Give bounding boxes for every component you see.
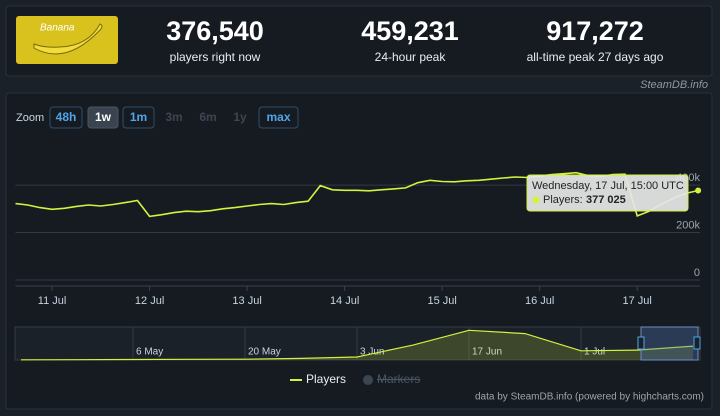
x-tick-label: 12 Jul (135, 295, 164, 307)
navigator-label: 3 Jun (360, 347, 384, 358)
zoom-button-label[interactable]: 48h (56, 110, 77, 124)
navigator-label: 20 May (248, 347, 281, 358)
stat-label: players right now (170, 50, 261, 64)
zoom-button-label: 6m (199, 110, 216, 124)
legend-item[interactable]: Players (306, 372, 346, 386)
zoom-label: Zoom (16, 112, 44, 124)
zoom-button-label[interactable]: 1m (130, 110, 147, 124)
zoom-button-label[interactable]: 1w (95, 110, 112, 124)
navigator-line (20, 329, 694, 361)
navigator-label: 17 Jun (472, 347, 502, 358)
x-tick-label: 17 Jul (623, 295, 652, 307)
stat-label: 24-hour peak (375, 50, 447, 64)
tooltip-value: 377 025 (586, 194, 626, 206)
tooltip: Wednesday, 17 Jul, 15:00 UTC Players: 377 … (526, 174, 689, 212)
tooltip-label: Players: (543, 194, 583, 206)
zoom-button-label[interactable]: max (266, 110, 290, 124)
x-tick-label: 11 Jul (38, 295, 67, 307)
hover-point (695, 187, 702, 194)
navigator-selection (640, 326, 699, 361)
stat-value: 917,272 (546, 16, 644, 46)
x-tick-label: 13 Jul (232, 295, 261, 307)
stat-value: 376,540 (166, 16, 264, 46)
zoom-button-label: 1y (233, 110, 247, 124)
brand[interactable]: SteamDB.info (640, 79, 708, 91)
stats-panel (5, 5, 713, 77)
zoom-button[interactable] (122, 106, 155, 129)
navigator-label: 6 May (136, 347, 163, 358)
y-tick-label: 200k (676, 219, 700, 231)
y-tick-label: 0 (694, 267, 700, 279)
zoom-button[interactable] (87, 106, 119, 129)
navigator-label: 1 Jul (584, 347, 605, 358)
zoom-button-label: 3m (165, 110, 182, 124)
x-tick-label: 14 Jul (330, 295, 359, 307)
navigator-area (21, 330, 693, 360)
zoom-button[interactable] (258, 106, 299, 129)
banana-icon (33, 23, 103, 55)
stat-label: all-time peak 27 days ago (527, 50, 664, 64)
navigator-handle[interactable] (693, 336, 701, 350)
legend-symbol (363, 375, 373, 385)
zoom-button[interactable] (49, 106, 83, 129)
credits: data by SteamDB.info (powered by highcha… (475, 392, 704, 403)
x-tick-label: 15 Jul (427, 295, 456, 307)
stat-value: 459,231 (361, 16, 459, 46)
tooltip-title: Wednesday, 17 Jul, 15:00 UTC (532, 180, 684, 192)
game-label: Banana (40, 23, 75, 34)
tooltip-box (526, 174, 689, 212)
x-tick-label: 16 Jul (525, 295, 554, 307)
navigator-handle[interactable] (637, 336, 645, 350)
legend-item[interactable]: Markers (377, 372, 420, 386)
tooltip-dot (532, 196, 540, 204)
chart-panel (5, 92, 713, 410)
